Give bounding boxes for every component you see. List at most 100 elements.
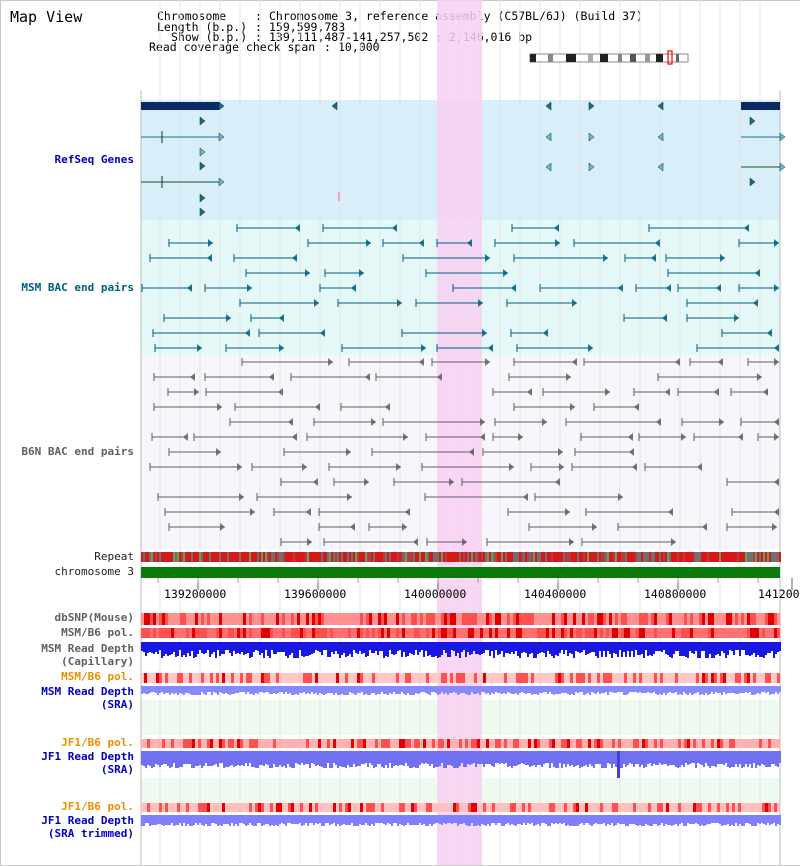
track-label-b6n-bac[interactable]: B6N BAC end pairs — [21, 445, 134, 458]
msm-sra-depth-bar — [665, 686, 667, 695]
msm-capillary-depth-bar — [631, 642, 633, 651]
jf1-trimmed-depth-bar — [179, 815, 181, 823]
msm-sra-depth-bar — [441, 686, 443, 692]
msm-capillary-depth-bar — [675, 642, 677, 651]
jf1-trimmed-depth-bar — [715, 815, 717, 823]
msm-b6-pol2-heat-cell — [732, 673, 735, 683]
msm-capillary-depth-bar — [187, 642, 189, 653]
jf1-sra-depth-bar — [577, 751, 579, 765]
b6n-bac-pair-arrow — [605, 388, 610, 396]
repeat-element — [581, 552, 583, 562]
jf1-sra-depth-bar — [715, 751, 717, 767]
jf1-sra-depth-bar — [569, 751, 571, 766]
repeat-element — [453, 552, 455, 562]
msm-capillary-depth-bar — [445, 642, 447, 653]
msm-capillary-depth-bar — [307, 642, 309, 656]
msm-capillary-depth-bar — [317, 642, 319, 651]
jf1-b6-pol2-heat-cell — [456, 803, 459, 812]
jf1-sra-depth-bar — [711, 751, 713, 766]
jf1-trimmed-depth-bar — [707, 815, 709, 824]
jf1-trimmed-depth-bar — [599, 815, 601, 824]
repeat-element — [317, 552, 319, 562]
jf1-b6-pol2-heat-cell — [645, 803, 648, 812]
repeat-track — [141, 552, 781, 562]
msm-b6-pol2-heat-cell — [192, 673, 195, 683]
jf1-b6-pol2-heat-cell — [333, 803, 336, 812]
msm-sra-depth-bar — [741, 686, 743, 693]
msm-capillary-depth-bar — [355, 642, 357, 653]
msm-sra-depth-bar — [513, 686, 515, 694]
msm-sra-depth-bar — [297, 686, 299, 695]
msm-b6-pol2-heat-cell — [444, 673, 447, 683]
msm-sra-depth-bar — [747, 686, 749, 693]
msm-b6-pol2-heat-cell — [153, 673, 156, 683]
msm-b6-pol2-heat-cell — [159, 673, 162, 683]
jf1-b6-pol-heat-cell — [438, 739, 441, 748]
msm-b6-pol2-heat-cell — [363, 673, 366, 683]
msm-bac-pair-arrow — [655, 239, 660, 247]
dbsnp-heat-cell — [426, 613, 429, 625]
refseq-genes[interactable] — [141, 101, 786, 217]
repeat-element — [515, 552, 517, 562]
jf1-trimmed-depth-bar — [539, 815, 541, 826]
jf1-sra-depth-bar — [625, 751, 627, 767]
msm-sra-depth-bar — [425, 686, 427, 693]
jf1-sra-depth-bar — [439, 751, 441, 766]
jf1-sra-depth-bar — [607, 751, 609, 763]
msm-capillary-depth-bar — [403, 642, 405, 652]
jf1-trimmed-depth-bar — [493, 815, 495, 823]
jf1-sra-depth-bar — [713, 751, 715, 766]
msm-sra-depth-bar — [559, 686, 561, 694]
jf1-b6-pol-heat-cell — [576, 739, 579, 748]
gene-strand-arrow — [588, 162, 595, 172]
jf1-sra-depth-bar — [401, 751, 403, 765]
msm-b6-pol2-heat-cell — [426, 673, 429, 683]
dbsnp-heat-cell — [309, 613, 312, 625]
msm-b6-pol2-heat-cell — [447, 673, 450, 683]
msm-b6-pol2-heat-cell — [177, 673, 180, 683]
jf1-b6-pol2-heat-cell — [267, 803, 270, 812]
jf1-sra-depth-bar — [473, 751, 475, 763]
jf1-b6-pol-heat-cell — [762, 739, 765, 748]
track-label-msm-bac[interactable]: MSM BAC end pairs — [21, 281, 134, 294]
dbsnp-heat-cell — [567, 613, 570, 625]
msm-sra-depth-bar — [301, 686, 303, 693]
jf1-b6-pol2-heat-cell — [423, 803, 426, 812]
highlight-region[interactable] — [437, 0, 482, 865]
dbsnp-heat-cell — [663, 613, 666, 625]
msm-b6-pol-heat-cell — [594, 628, 597, 638]
msm-capillary-depth-bar — [173, 642, 175, 652]
msm-sra-depth-bar — [639, 686, 641, 692]
track-label-refseq[interactable]: RefSeq Genes — [54, 153, 134, 166]
msm-bac-end-pairs[interactable] — [141, 224, 779, 352]
repeat-element — [235, 552, 237, 562]
msm-capillary-depth-bar — [275, 642, 277, 654]
msm-bac-pair-arrow — [503, 269, 508, 277]
msm-b6-pol2-heat-cell — [207, 673, 210, 683]
msm-capillary-depth-bar — [487, 642, 489, 650]
jf1-trimmed-depth-bar — [503, 815, 505, 826]
chromosome-bar[interactable] — [141, 567, 780, 578]
jf1-b6-pol2-heat-cell — [336, 803, 339, 812]
msm-b6-pol2-heat-cell — [474, 673, 477, 683]
b6n-bac-pair-arrow — [774, 478, 779, 486]
msm-b6-pol2-heat-cell — [603, 673, 606, 683]
jf1-trimmed-depth-bar — [171, 815, 173, 823]
msm-capillary-depth-bar — [397, 642, 399, 651]
b6n-bac-end-pairs[interactable] — [149, 358, 779, 546]
jf1-b6-pol-heat-cell — [750, 739, 753, 748]
msm-sra-depth-bar — [539, 686, 541, 693]
dbsnp-heat-cell — [657, 613, 660, 625]
jf1-b6-pol2-heat-cell — [678, 803, 681, 812]
msm-b6-pol-heat-cell — [558, 628, 561, 638]
msm-b6-pol-heat-cell — [318, 628, 321, 638]
jf1-sra-depth-bar — [253, 751, 255, 767]
msm-b6-pol-heat-cell — [258, 628, 261, 638]
repeat-element — [423, 552, 425, 562]
repeat-element — [183, 552, 185, 562]
msm-b6-pol-heat-cell — [543, 628, 546, 638]
chromosome-ideogram[interactable] — [529, 50, 689, 65]
dbsnp-heat-cell — [660, 613, 663, 625]
msm-capillary-depth-bar — [725, 642, 727, 658]
